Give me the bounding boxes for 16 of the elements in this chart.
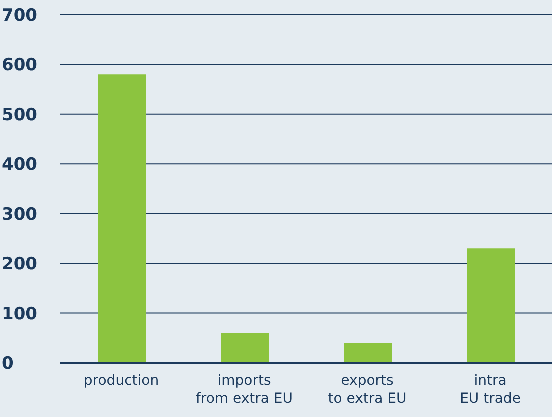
y-tick-label: 700 — [2, 6, 38, 26]
x-tick-label: intra EU trade — [460, 373, 521, 407]
y-tick-label: 400 — [2, 155, 38, 176]
y-tick-label: 600 — [2, 56, 38, 76]
bar — [98, 74, 146, 363]
x-tick-label: imports from extra EU — [196, 373, 294, 407]
y-tick-label: 200 — [2, 254, 38, 275]
y-tick-label: 0 — [2, 354, 14, 374]
bar — [221, 333, 269, 363]
x-tick-label: production — [84, 373, 160, 389]
bar — [344, 343, 392, 363]
x-tick-label: exports to extra EU — [328, 373, 407, 407]
y-tick-label: 500 — [2, 105, 38, 126]
y-tick-label: 300 — [2, 204, 38, 225]
y-tick-label: 100 — [2, 304, 38, 324]
bar — [467, 248, 515, 363]
